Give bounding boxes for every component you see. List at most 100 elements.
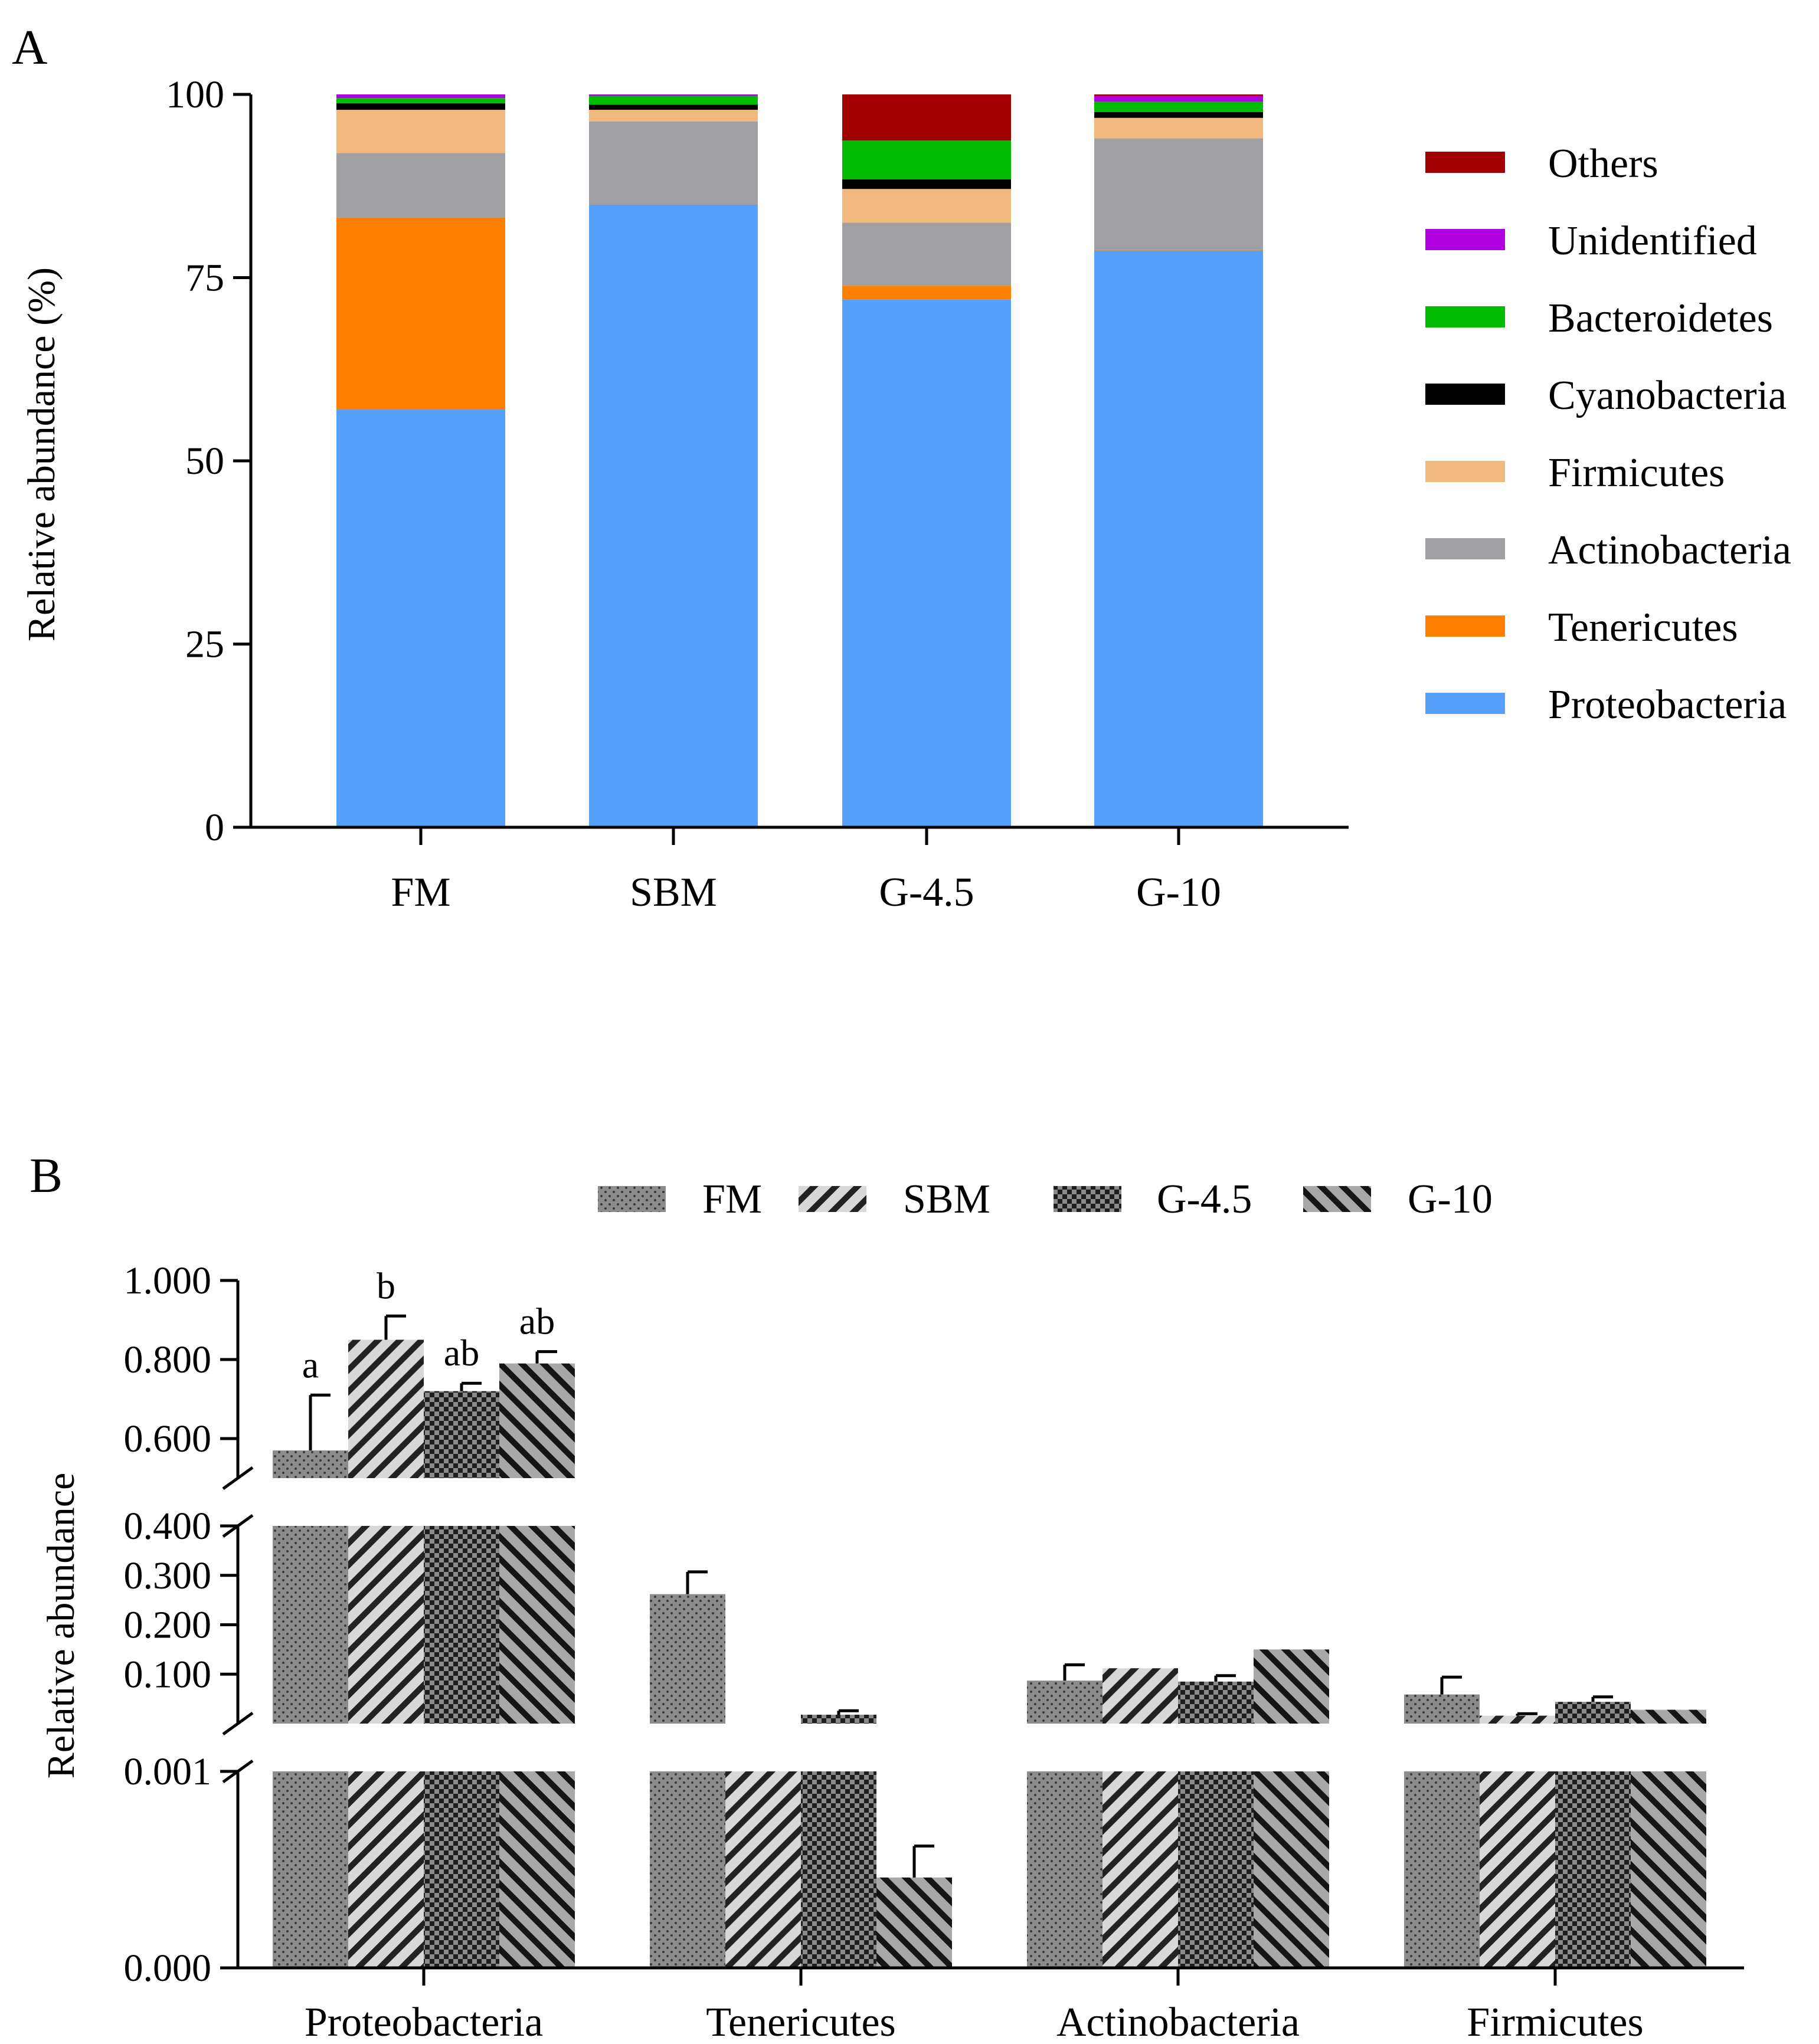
legend-label-cyanobacteria: Cyanobacteria [1548,373,1787,418]
y-tick-label-0-800: 0.800 [124,1338,212,1381]
bar-segment-g-4-5-cyanobacteria [842,179,1011,189]
legend-label-actinobacteria: Actinobacteria [1548,528,1791,573]
y-tick-label-0-400: 0.400 [124,1505,212,1548]
bar-segment-g-10-others [1094,94,1263,96]
bar-proteobacteria-fm-seg2 [273,1526,348,1724]
y-tick-label-1-000: 1.000 [124,1259,212,1302]
legend-label-unidentified: Unidentified [1548,218,1757,264]
legend-swatch-cyanobacteria [1425,384,1505,405]
bar-tenericutes-sbm-seg1 [725,1771,801,1968]
y-tick-label-75: 75 [185,257,224,300]
legend-swatch-actinobacteria [1425,538,1505,559]
y-axis-label: Relative abundance [40,1473,83,1779]
y-tick-label-0-200: 0.200 [124,1604,212,1647]
significance-letter-proteobacteria-g-10: ab [519,1301,555,1342]
axis-break-mark-low-1 [222,1711,254,1736]
panel-b-label: B [30,1148,63,1203]
bar-firmicutes-g-10-seg1 [1631,1771,1706,1968]
y-tick-label-100: 100 [166,73,224,116]
bar-proteobacteria-sbm-seg1 [348,1771,424,1968]
bar-actinobacteria-sbm-seg2 [1102,1668,1178,1724]
legend-swatch-g-4-5 [1054,1186,1121,1212]
bar-segment-fm-bacteroidetes [336,98,505,103]
bar-actinobacteria-g-10-seg2 [1254,1649,1329,1724]
legend-label-firmicutes: Firmicutes [1548,450,1725,496]
bar-segment-g-4-5-actinobacteria [842,222,1011,286]
legend-label-tenericutes: Tenericutes [1548,605,1738,650]
y-tick-label-0-001: 0.001 [124,1750,212,1793]
bar-segment-g-4-5-tenericutes [842,286,1011,300]
x-tick-label-g-10: G-10 [1136,870,1221,915]
bar-segment-sbm-bacteroidetes [589,96,758,105]
bar-segment-fm-firmicutes [336,110,505,153]
legend-label-fm: FM [702,1177,762,1222]
bar-segment-g-4-5-bacteroidetes [842,140,1011,180]
legend-label-g-10: G-10 [1408,1177,1493,1222]
bar-segment-sbm-firmicutes [589,110,758,122]
bar-proteobacteria-g-10-seg1 [499,1771,575,1968]
legend-swatch-fm [598,1186,666,1212]
bar-proteobacteria-fm-seg1 [273,1771,348,1968]
legend-swatch-unidentified [1425,229,1505,250]
significance-letter-proteobacteria-fm: a [302,1344,319,1385]
bar-segment-fm-actinobacteria [336,153,505,218]
legend-swatch-firmicutes [1425,461,1505,482]
bar-segment-g-10-firmicutes [1094,117,1263,139]
bar-proteobacteria-g-10-seg3 [499,1363,575,1478]
x-tick-label-sbm: SBM [630,870,717,915]
bar-firmicutes-sbm-seg1 [1480,1771,1555,1968]
bar-firmicutes-fm-seg2 [1404,1694,1480,1724]
y-tick-label-0-100: 0.100 [124,1653,212,1696]
axis-break-mark-high-1 [222,1759,254,1784]
bar-segment-fm-tenericutes [336,217,505,410]
bar-segment-g-10-proteobacteria [1094,250,1263,827]
y-tick-label-50: 50 [185,440,224,483]
legend-swatch-g-10 [1303,1186,1371,1212]
bar-segment-fm-unidentified [336,94,505,99]
bar-segment-g-10-bacteroidetes [1094,101,1263,112]
bar-actinobacteria-sbm-seg1 [1102,1771,1178,1968]
x-tick-label-actinobacteria: Actinobacteria [1056,2000,1300,2044]
y-tick-label-25: 25 [185,623,224,666]
bar-proteobacteria-sbm-seg3 [348,1339,424,1478]
y-axis-label: Relative abundance (%) [20,267,63,641]
legend-label-sbm: SBM [903,1177,990,1222]
bar-segment-g-10-unidentified [1094,96,1263,102]
bar-segment-sbm-proteobacteria [589,204,758,827]
bar-tenericutes-fm-seg2 [650,1594,725,1724]
bar-actinobacteria-g-4-5-seg1 [1178,1771,1254,1968]
bar-segment-fm-proteobacteria [336,410,505,827]
y-tick-label-0-000: 0.000 [124,1947,212,1990]
y-tick-label-0-300: 0.300 [124,1554,212,1597]
grouped-bar-chart: ababab0.0000.0010.1000.2000.3000.4000.60… [40,1177,1744,2044]
bar-segment-g-4-5-others [842,94,1011,141]
bar-actinobacteria-g-4-5-seg2 [1178,1681,1254,1724]
bar-firmicutes-sbm-seg2 [1480,1715,1555,1724]
x-tick-label-g-4-5: G-4.5 [879,870,974,915]
x-tick-label-tenericutes: Tenericutes [706,2000,896,2044]
bar-proteobacteria-g-4-5-seg2 [424,1526,499,1724]
significance-letter-proteobacteria-sbm: b [377,1265,395,1306]
y-tick-label-0-600: 0.600 [124,1417,212,1460]
legend-swatch-others [1425,152,1505,173]
legend-swatch-bacteroidetes [1425,306,1505,327]
legend-swatch-sbm [799,1186,866,1212]
bar-firmicutes-g-4-5-seg2 [1555,1702,1631,1724]
axis-break-mark-high-2 [222,1514,254,1538]
y-tick-label-0: 0 [205,806,224,849]
legend-label-others: Others [1548,141,1658,186]
significance-letter-proteobacteria-g-4-5: ab [444,1332,479,1374]
stacked-bar-chart: 0 25 50 75 100 FM SBM G-4.5 G-10 Relative abundan… [20,73,1791,915]
bar-tenericutes-g-10-seg1 [876,1877,952,1968]
bar-actinobacteria-g-10-seg1 [1254,1771,1329,1968]
bar-segment-sbm-unidentified [589,94,758,96]
legend-swatch-proteobacteria [1425,693,1505,714]
bar-tenericutes-g-4-5-seg1 [801,1771,876,1968]
bar-segment-fm-cyanobacteria [336,103,505,110]
bar-proteobacteria-g-10-seg2 [499,1526,575,1724]
bar-firmicutes-fm-seg1 [1404,1771,1480,1968]
bar-segment-g-10-actinobacteria [1094,138,1263,250]
bar-proteobacteria-g-4-5-seg1 [424,1771,499,1968]
bar-segment-g-10-cyanobacteria [1094,112,1263,118]
